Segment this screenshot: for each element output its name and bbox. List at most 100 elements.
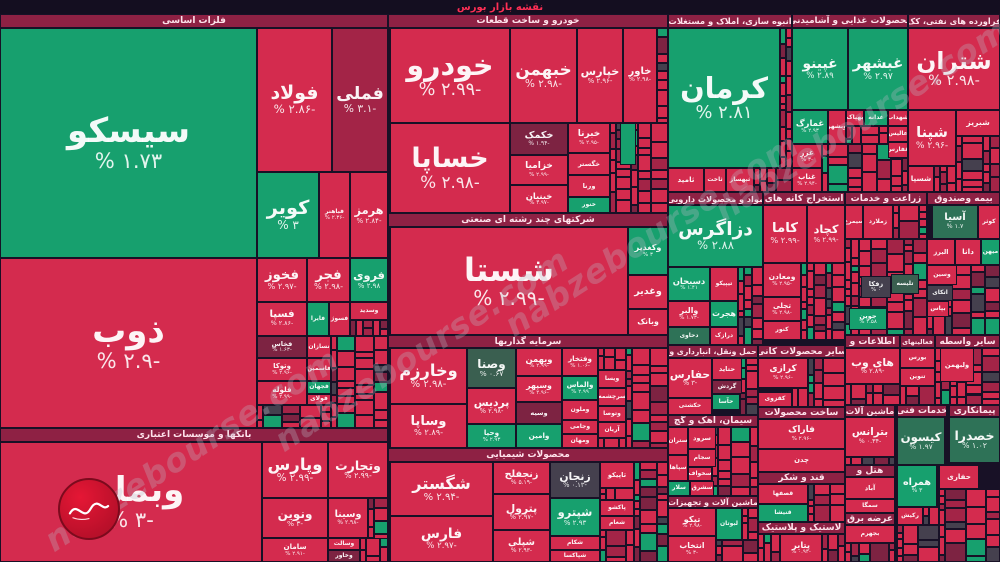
treemap-tile-small[interactable] bbox=[764, 542, 772, 562]
treemap-tile-small[interactable] bbox=[848, 144, 863, 153]
treemap-tile[interactable]: سجام bbox=[688, 449, 716, 467]
treemap-tile-small[interactable] bbox=[845, 543, 852, 553]
treemap-tile[interactable]: وتجارت -۲.۹۹ % bbox=[328, 442, 388, 498]
treemap-tile[interactable]: خبهمن -۲.۹۸ % bbox=[510, 28, 577, 123]
treemap-tile[interactable]: وفتخار -۱.۰۶ % bbox=[562, 348, 598, 376]
treemap-tile-small[interactable] bbox=[640, 486, 658, 497]
treemap-tile[interactable]: عالیس bbox=[888, 126, 908, 142]
treemap-tile-small[interactable] bbox=[380, 538, 388, 548]
treemap-tile-small[interactable] bbox=[945, 500, 966, 508]
treemap-tile-small[interactable] bbox=[903, 543, 918, 555]
treemap-tile-small[interactable] bbox=[906, 396, 920, 405]
treemap-tile[interactable]: فباهنر -۲.۳۶ % bbox=[319, 172, 350, 258]
treemap-tile[interactable]: وغدیر bbox=[628, 275, 668, 309]
treemap-tile-small[interactable] bbox=[831, 312, 845, 323]
treemap-tile-small[interactable] bbox=[825, 263, 832, 273]
treemap-tile-small[interactable] bbox=[893, 212, 900, 228]
treemap-tile-small[interactable] bbox=[744, 326, 753, 345]
treemap-tile-small[interactable] bbox=[632, 382, 651, 393]
treemap-tile-small[interactable] bbox=[918, 205, 927, 213]
treemap-tile-small[interactable] bbox=[952, 288, 972, 300]
treemap-tile-small[interactable] bbox=[985, 489, 1000, 497]
treemap-tile-small[interactable] bbox=[923, 507, 930, 517]
treemap-tile-small[interactable] bbox=[851, 257, 859, 267]
treemap-tile-small[interactable] bbox=[650, 373, 668, 386]
treemap-tile[interactable]: حآسا bbox=[712, 394, 740, 410]
treemap-tile-small[interactable] bbox=[760, 180, 768, 192]
treemap-tile-small[interactable] bbox=[657, 462, 668, 476]
treemap-tile-small[interactable] bbox=[822, 173, 829, 192]
treemap-tile-small[interactable] bbox=[752, 317, 763, 330]
treemap-tile-small[interactable] bbox=[752, 303, 763, 318]
treemap-tile-small[interactable] bbox=[981, 348, 1000, 356]
treemap-tile-small[interactable] bbox=[752, 339, 763, 345]
treemap-tile-small[interactable] bbox=[903, 299, 913, 311]
treemap-tile-small[interactable] bbox=[828, 157, 849, 165]
treemap-tile-small[interactable] bbox=[374, 382, 388, 392]
treemap-tile-small[interactable] bbox=[874, 457, 889, 465]
treemap-tile-small[interactable] bbox=[780, 156, 787, 168]
treemap-tile[interactable]: وپارس -۲.۹۹ % bbox=[262, 442, 328, 498]
treemap-tile-small[interactable] bbox=[934, 166, 941, 177]
treemap-tile[interactable]: وتوصا bbox=[598, 406, 626, 422]
treemap-tile-small[interactable] bbox=[822, 548, 829, 562]
treemap-tile[interactable]: شبریز bbox=[956, 110, 1000, 136]
treemap-tile-small[interactable] bbox=[748, 517, 758, 533]
treemap-tile-small[interactable] bbox=[887, 239, 904, 254]
treemap-tile-small[interactable] bbox=[657, 89, 668, 106]
treemap-tile-small[interactable] bbox=[965, 556, 986, 562]
treemap-tile-small[interactable] bbox=[374, 371, 388, 383]
treemap-tile-small[interactable] bbox=[860, 134, 880, 144]
treemap-tile-small[interactable] bbox=[786, 129, 792, 139]
treemap-tile-small[interactable] bbox=[776, 180, 792, 192]
treemap-tile[interactable]: وبشهر bbox=[828, 110, 846, 144]
treemap-tile-small[interactable] bbox=[808, 375, 815, 384]
treemap-tile-small[interactable] bbox=[831, 274, 845, 287]
treemap-tile[interactable]: دسبحان ۱.۴۱ % bbox=[668, 267, 710, 301]
treemap-tile-small[interactable] bbox=[354, 352, 375, 359]
treemap-tile-small[interactable] bbox=[890, 186, 902, 192]
treemap-tile-small[interactable] bbox=[362, 320, 374, 329]
treemap-tile-small[interactable] bbox=[848, 152, 863, 169]
treemap-tile-small[interactable] bbox=[861, 457, 875, 465]
treemap-tile-small[interactable] bbox=[808, 506, 815, 515]
treemap-tile-small[interactable] bbox=[865, 392, 873, 405]
treemap-tile-small[interactable] bbox=[374, 498, 388, 508]
treemap-tile-small[interactable] bbox=[738, 336, 745, 345]
treemap-tile-small[interactable] bbox=[949, 397, 958, 405]
treemap-tile[interactable]: فولای bbox=[307, 394, 331, 405]
treemap-tile-small[interactable] bbox=[366, 556, 381, 562]
treemap-tile-small[interactable] bbox=[722, 546, 744, 562]
treemap-tile[interactable]: اتکای bbox=[927, 285, 953, 301]
treemap-tile[interactable]: پردیس -۲.۹۸ % bbox=[467, 388, 516, 424]
treemap-tile-small[interactable] bbox=[929, 507, 939, 525]
treemap-tile[interactable]: تپکو -۲.۹۸ % bbox=[668, 508, 716, 536]
treemap-tile-small[interactable] bbox=[858, 239, 871, 251]
treemap-tile[interactable]: شپترو ۲.۹۳ % bbox=[550, 498, 600, 536]
treemap-tile-small[interactable] bbox=[616, 169, 632, 178]
treemap-tile[interactable]: پتایر -۰.۹۴ % bbox=[780, 534, 822, 562]
treemap-tile-small[interactable] bbox=[780, 141, 787, 157]
treemap-tile[interactable]: فولاد -۲.۸۶ % bbox=[257, 28, 332, 172]
treemap-tile-small[interactable] bbox=[813, 263, 826, 276]
treemap-tile-small[interactable] bbox=[786, 138, 792, 151]
treemap-tile-small[interactable] bbox=[746, 388, 758, 397]
treemap-tile-small[interactable] bbox=[767, 168, 777, 183]
treemap-tile-small[interactable] bbox=[889, 549, 895, 562]
treemap-tile-small[interactable] bbox=[813, 297, 826, 316]
treemap-tile[interactable]: کچاد -۲.۹۹ % bbox=[807, 205, 845, 263]
treemap-tile-small[interactable] bbox=[807, 270, 814, 289]
treemap-tile[interactable]: ستران bbox=[668, 427, 688, 455]
treemap-tile-small[interactable] bbox=[610, 160, 616, 174]
treemap-tile-small[interactable] bbox=[801, 263, 808, 276]
treemap-tile[interactable]: آریان bbox=[598, 422, 626, 438]
treemap-tile-small[interactable] bbox=[780, 82, 787, 97]
treemap-tile-small[interactable] bbox=[337, 366, 355, 382]
treemap-tile-small[interactable] bbox=[822, 155, 829, 174]
treemap-tile-small[interactable] bbox=[813, 315, 826, 325]
treemap-tile-small[interactable] bbox=[744, 316, 753, 327]
treemap-tile-small[interactable] bbox=[945, 507, 966, 523]
treemap-tile-small[interactable] bbox=[965, 489, 986, 507]
treemap-tile-small[interactable] bbox=[651, 179, 668, 189]
treemap-tile-small[interactable] bbox=[780, 103, 787, 111]
